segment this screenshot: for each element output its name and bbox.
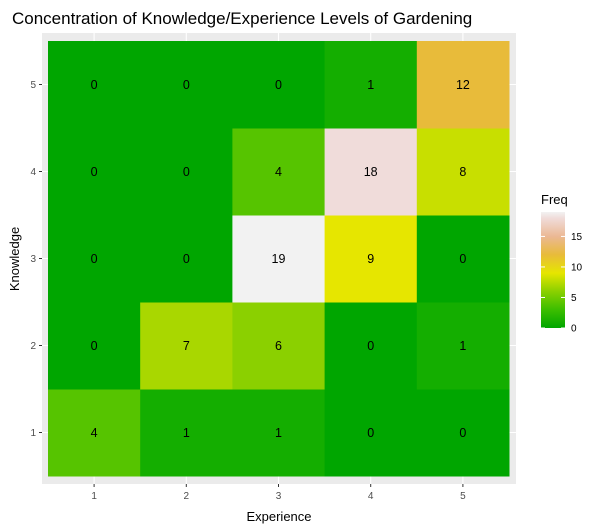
cell-value-label: 0 <box>91 165 98 179</box>
legend-tick-label: 15 <box>571 232 583 243</box>
heatmap-cell-x4-y1 <box>324 389 418 477</box>
cell-value-label: 12 <box>456 78 470 92</box>
cell-value-label: 0 <box>91 78 98 92</box>
cell-value-label: 0 <box>91 252 98 266</box>
heatmap-cell-x3-y5 <box>232 41 326 129</box>
x-axis-title: Experience <box>246 509 311 524</box>
x-axis-ticks: 1 2 3 4 5 <box>91 484 466 502</box>
legend: Freq 0 5 10 15 <box>541 192 583 335</box>
heatmap-cell-x4-y2 <box>324 302 418 390</box>
chart-title: Concentration of Knowledge/Experience Le… <box>12 9 472 28</box>
cell-value-label: 8 <box>459 165 466 179</box>
cell-value-label: 0 <box>275 78 282 92</box>
cell-value-label: 4 <box>275 165 282 179</box>
cell-value-label: 0 <box>367 339 374 353</box>
heatmap-cell-x5-y4 <box>416 128 510 216</box>
heatmap-cell-x5-y3 <box>416 215 510 303</box>
cell-value-label: 0 <box>183 252 190 266</box>
y-tick-label: 3 <box>30 254 36 265</box>
cell-value-label: 1 <box>367 78 374 92</box>
y-tick-label: 5 <box>30 80 36 91</box>
cell-value-label: 18 <box>364 165 378 179</box>
cell-value-label: 0 <box>367 426 374 440</box>
heatmap-cell-x2-y2 <box>140 302 233 390</box>
heatmap-cell-x3-y3 <box>232 215 326 303</box>
cell-value-label: 0 <box>459 426 466 440</box>
cell-value-label: 9 <box>367 252 374 266</box>
cell-value-label: 6 <box>275 339 282 353</box>
y-tick-label: 4 <box>30 167 36 178</box>
heatmap-cell-x1-y1 <box>48 389 141 477</box>
heatmap-cell-x1-y3 <box>48 215 141 303</box>
heatmap-cell-x5-y2 <box>416 302 510 390</box>
legend-tick-label: 0 <box>571 324 577 335</box>
y-tick-label: 2 <box>30 341 36 352</box>
legend-title: Freq <box>541 192 568 207</box>
heatmap-cells <box>48 41 510 477</box>
heatmap-cell-x4-y5 <box>324 41 418 129</box>
heatmap-cell-x2-y3 <box>140 215 233 303</box>
x-tick-label: 2 <box>184 491 190 502</box>
heatmap-cell-x2-y4 <box>140 128 233 216</box>
heatmap-cell-x4-y3 <box>324 215 418 303</box>
heatmap-cell-x1-y5 <box>48 41 141 129</box>
cell-value-label: 0 <box>459 252 466 266</box>
heatmap-cell-x5-y5 <box>416 41 510 129</box>
legend-tick-label: 10 <box>571 262 583 273</box>
y-tick-label: 1 <box>30 428 36 439</box>
heatmap-cell-x2-y1 <box>140 389 233 477</box>
x-tick-label: 3 <box>276 491 282 502</box>
cell-value-label: 0 <box>91 339 98 353</box>
legend-colorbar <box>541 212 565 328</box>
cell-value-label: 1 <box>183 426 190 440</box>
heatmap-cell-x3-y1 <box>232 389 326 477</box>
cell-value-label: 7 <box>183 339 190 353</box>
x-tick-label: 5 <box>460 491 466 502</box>
heatmap-cell-x4-y4 <box>324 128 418 216</box>
cell-value-label: 0 <box>183 165 190 179</box>
x-tick-label: 1 <box>91 491 97 502</box>
legend-tick-label: 5 <box>571 293 577 304</box>
cell-value-label: 19 <box>272 252 286 266</box>
heatmap-cell-x3-y4 <box>232 128 326 216</box>
y-axis-ticks: 1 2 3 4 5 <box>30 80 42 439</box>
x-tick-label: 4 <box>368 491 374 502</box>
cell-value-label: 4 <box>91 426 98 440</box>
cell-value-labels: 4 1 1 0 0 0 7 6 0 1 0 0 19 9 0 0 0 4 18 8 0 0 0 1 12 <box>91 78 470 440</box>
heatmap-cell-x5-y1 <box>416 389 510 477</box>
heatmap-cell-x2-y5 <box>140 41 233 129</box>
heatmap-cell-x1-y2 <box>48 302 141 390</box>
cell-value-label: 0 <box>183 78 190 92</box>
y-axis-title: Knowledge <box>7 227 22 291</box>
cell-value-label: 1 <box>459 339 466 353</box>
cell-value-label: 1 <box>275 426 282 440</box>
legend-ticks: 0 5 10 15 <box>541 232 583 335</box>
heatmap-cell-x3-y2 <box>232 302 326 390</box>
heatmap-cell-x1-y4 <box>48 128 141 216</box>
